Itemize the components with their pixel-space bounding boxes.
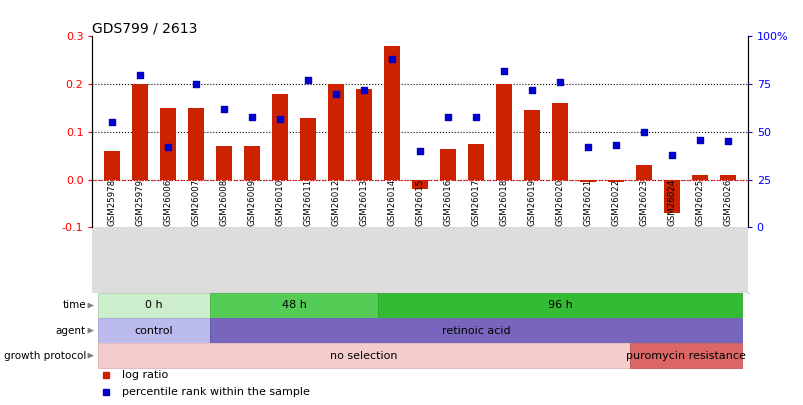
Bar	[636, 165, 651, 180]
Bar	[552, 103, 567, 180]
Text: time: time	[62, 301, 86, 311]
Bar	[216, 146, 231, 180]
Bar	[580, 180, 595, 182]
Point	[190, 81, 202, 87]
Bar	[328, 84, 344, 180]
Bar	[608, 180, 623, 182]
Bar	[210, 318, 741, 343]
Text: log ratio: log ratio	[122, 370, 168, 380]
Point	[441, 113, 454, 120]
Point	[385, 56, 398, 63]
Point	[721, 138, 734, 145]
Bar	[98, 293, 210, 318]
Bar	[384, 46, 399, 180]
Bar	[719, 175, 735, 180]
Text: agent: agent	[55, 326, 86, 336]
Bar	[104, 151, 120, 180]
Bar	[377, 293, 741, 318]
Bar	[691, 175, 707, 180]
Text: percentile rank within the sample: percentile rank within the sample	[122, 388, 309, 397]
Point	[105, 119, 118, 126]
Bar	[495, 84, 512, 180]
Text: 96 h: 96 h	[547, 301, 572, 311]
Point	[273, 115, 286, 122]
Point	[161, 144, 174, 150]
Point	[133, 71, 146, 78]
Bar	[132, 84, 148, 180]
Bar	[524, 111, 539, 180]
Point	[469, 113, 482, 120]
Bar	[356, 89, 371, 180]
Point	[357, 87, 370, 93]
Text: puromycin resistance: puromycin resistance	[626, 351, 745, 360]
Bar	[244, 146, 259, 180]
Text: control: control	[135, 326, 173, 336]
Text: no selection: no selection	[330, 351, 397, 360]
Point	[609, 142, 622, 149]
Point	[581, 144, 593, 150]
Bar	[440, 149, 455, 180]
Point	[218, 106, 230, 112]
Point	[329, 90, 342, 97]
Point	[553, 79, 566, 85]
Text: GDS799 / 2613: GDS799 / 2613	[92, 21, 198, 35]
Text: growth protocol: growth protocol	[3, 351, 86, 360]
Bar	[468, 144, 483, 180]
Bar	[663, 180, 679, 213]
Bar	[160, 108, 176, 180]
Point	[301, 77, 314, 83]
Text: 0 h: 0 h	[145, 301, 163, 311]
Point	[693, 136, 706, 143]
Point	[525, 87, 538, 93]
Bar	[630, 343, 741, 368]
Point	[246, 113, 259, 120]
Bar	[300, 117, 316, 180]
Bar	[272, 94, 287, 180]
Point	[497, 68, 510, 74]
Text: 48 h: 48 h	[281, 301, 306, 311]
Point	[413, 148, 426, 154]
Text: retinoic acid: retinoic acid	[441, 326, 510, 336]
Bar	[210, 293, 377, 318]
Point	[637, 129, 650, 135]
Bar	[412, 180, 427, 189]
Point	[665, 151, 678, 158]
Bar	[188, 108, 203, 180]
Bar	[98, 343, 630, 368]
Bar	[98, 318, 210, 343]
